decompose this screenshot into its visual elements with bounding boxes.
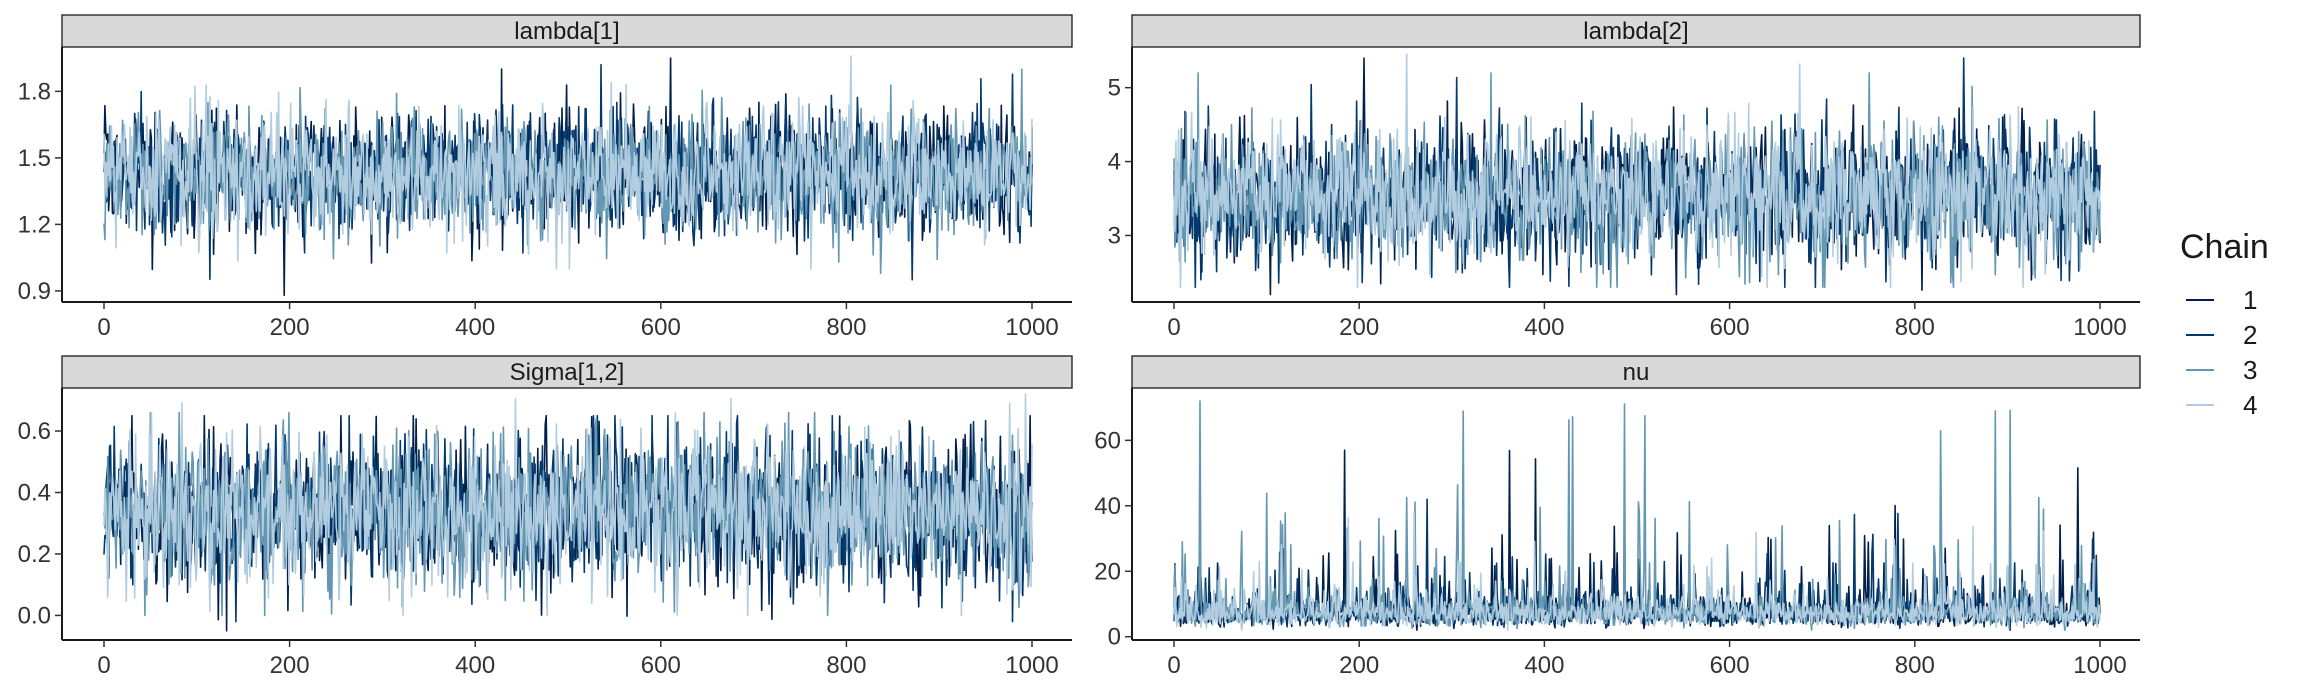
x-tick-label: 0 <box>1167 652 1180 679</box>
legend-title: Chain <box>2180 228 2269 266</box>
y-tick-label: 3 <box>1108 222 1121 249</box>
x-tick-label: 800 <box>1895 314 1935 341</box>
x-tick-label: 0 <box>1167 314 1180 341</box>
facet-strip-label: lambda[2] <box>1583 18 1688 45</box>
x-tick-label: 600 <box>641 652 681 679</box>
facet-panels: lambda[1]0.91.21.51.80 200 400 600 800 1000la… <box>18 14 2141 679</box>
facet-strip <box>1131 14 2141 48</box>
y-tick-label: 5 <box>1108 75 1121 102</box>
chain-4-trace <box>103 393 1033 617</box>
y-tick-label: 1.5 <box>18 145 51 172</box>
x-tick-label: 1000 <box>2073 314 2126 341</box>
legend-item-4: 4 <box>2186 390 2257 420</box>
facet-strip <box>1131 355 2141 389</box>
x-tick-label: 400 <box>1524 652 1564 679</box>
chain-4-trace <box>103 55 1033 270</box>
x-tick-label: 600 <box>641 314 681 341</box>
legend-item-3: 3 <box>2186 355 2257 385</box>
x-tick-label: 1000 <box>1005 652 1058 679</box>
x-tick-label: 200 <box>270 652 310 679</box>
x-tick-label: 400 <box>455 652 495 679</box>
y-tick-label: 0.9 <box>18 278 51 305</box>
chain-4-trace <box>1173 53 2101 288</box>
y-tick-label: 20 <box>1094 558 1121 585</box>
legend-label: 3 <box>2243 355 2257 385</box>
legend-label: 1 <box>2243 285 2257 315</box>
x-tick-label: 600 <box>1710 314 1750 341</box>
x-tick-label: 400 <box>1524 314 1564 341</box>
x-tick-label: 200 <box>270 314 310 341</box>
panel-2: lambda[2] 3 4 5 0 200 400 600 800 1000 <box>1108 14 2141 341</box>
y-tick-label: 0.0 <box>18 602 51 629</box>
x-tick-label: 1000 <box>1005 314 1058 341</box>
y-tick-label: 0.4 <box>18 479 51 506</box>
legend-label: 4 <box>2243 390 2257 420</box>
x-tick-label: 0 <box>97 652 110 679</box>
chain-legend: Chain 1 2 3 4 <box>2180 228 2269 420</box>
y-tick-label: 40 <box>1094 493 1121 520</box>
y-tick-label: 1.2 <box>18 211 51 238</box>
x-tick-label: 200 <box>1339 314 1379 341</box>
y-tick-label: 60 <box>1094 427 1121 454</box>
y-tick-label: 0.6 <box>18 418 51 445</box>
x-tick-label: 1000 <box>2073 652 2126 679</box>
y-tick-label: 1.8 <box>18 78 51 105</box>
facet-strip-label: nu <box>1623 359 1650 386</box>
panel-1: lambda[1] 0.9 1.2 1.5 1.8 0 200 400 600 800 1000 <box>18 14 1073 341</box>
x-tick-label: 800 <box>1895 652 1935 679</box>
y-tick-label: 4 <box>1108 149 1121 176</box>
legend-item-1: 1 <box>2186 285 2257 315</box>
panel-3: Sigma[1,2] 0.0 0.2 0.4 0.6 0 200 400 600 800 1000 <box>18 355 1073 679</box>
x-tick-label: 0 <box>97 314 110 341</box>
x-tick-label: 600 <box>1710 652 1750 679</box>
facet-strip <box>61 14 1073 48</box>
y-tick-label: 0 <box>1108 624 1121 651</box>
chain-4-trace <box>1173 511 2101 631</box>
x-tick-label: 200 <box>1339 652 1379 679</box>
facet-strip <box>61 355 1073 389</box>
facet-strip-label: Sigma[1,2] <box>510 359 625 386</box>
x-tick-label: 800 <box>826 314 866 341</box>
x-tick-label: 800 <box>826 652 866 679</box>
legend-label: 2 <box>2243 320 2257 350</box>
legend-item-2: 2 <box>2186 320 2257 350</box>
x-tick-label: 400 <box>455 314 495 341</box>
facet-strip-label: lambda[1] <box>514 18 619 45</box>
y-tick-label: 0.2 <box>18 541 51 568</box>
